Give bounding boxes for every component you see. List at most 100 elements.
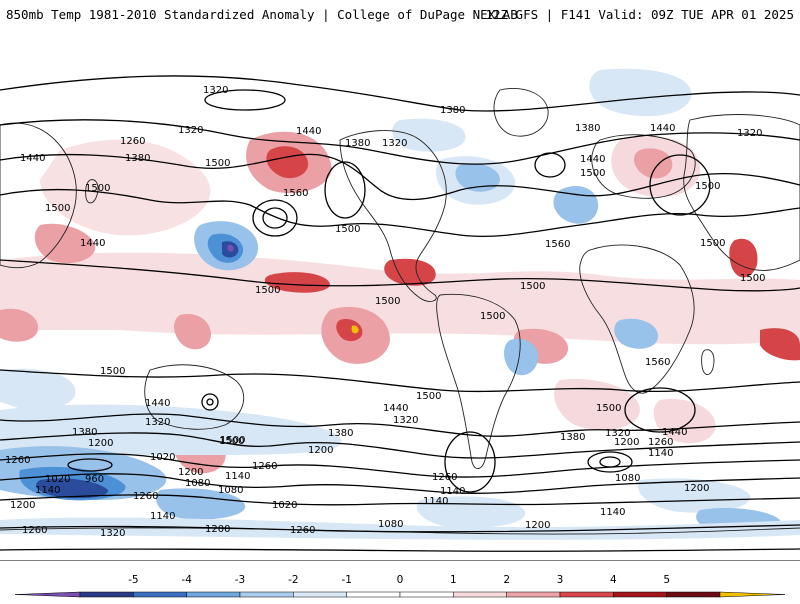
contour-label: 1500	[85, 183, 110, 194]
colorbar-tick-label: 4	[610, 574, 617, 586]
contour-label: 1500	[480, 311, 505, 322]
contour-label: 1080	[615, 473, 640, 484]
colorbar-tick-label: 1	[450, 574, 457, 586]
warm-anomaly-region	[264, 272, 330, 293]
contour-label: 1080	[185, 478, 210, 489]
contour-label: 1320	[203, 85, 228, 96]
contour-line	[0, 432, 800, 459]
colorbar-swatch	[186, 591, 241, 598]
colorbar-tick-label: 3	[557, 574, 564, 586]
colorbar-swatch	[79, 591, 134, 598]
contour-line	[0, 494, 800, 506]
contour-label: 1500	[416, 391, 441, 402]
warm-anomaly-region	[554, 379, 640, 430]
contour-label: 1440	[580, 154, 605, 165]
coastline-antarctica	[0, 527, 800, 535]
contour-label: 1020	[45, 474, 70, 485]
contour-label: 1380	[72, 427, 97, 438]
cold-anomaly-region	[0, 368, 76, 411]
contour-label: 1200	[88, 438, 113, 449]
warm-anomaly-region	[0, 308, 39, 342]
contour-label: 1380	[345, 138, 370, 149]
cold-anomaly-region	[638, 478, 751, 513]
contour-label: 1260	[5, 455, 30, 466]
coastline-north-america	[339, 130, 447, 302]
contour-label: 1200	[614, 437, 639, 448]
closed-high-contour	[624, 387, 696, 433]
contour-label: 1260	[22, 525, 47, 536]
colorbar-swatch	[666, 591, 721, 598]
warm-anomaly-region	[174, 314, 211, 350]
run-valid-time: 12Z GFS | F141 Valid: 09Z TUE APR 01 202…	[485, 7, 794, 22]
cold-anomaly-region	[36, 478, 109, 499]
contour-label: 1320	[100, 528, 125, 539]
cold-anomaly-region	[589, 68, 692, 117]
colorbar-tick-label: 2	[503, 574, 510, 586]
extreme-cold-spot	[227, 244, 234, 252]
colorbar-tick-label: -4	[181, 574, 192, 586]
contour-label: 1140	[35, 485, 60, 496]
contour-label: 1440	[662, 427, 687, 438]
contour-line	[0, 413, 800, 437]
coastline-africa	[579, 244, 695, 394]
colorbar-max-arrow	[719, 591, 786, 598]
colorbar-min-arrow	[14, 591, 81, 598]
closed-high-contour	[204, 89, 286, 111]
anomaly-shading	[0, 68, 800, 540]
contour-line	[0, 188, 800, 237]
contour-label: 1200	[10, 500, 35, 511]
coastline-south-america	[436, 293, 521, 469]
warm-anomaly-region	[760, 328, 800, 361]
anomaly-map: 1320 1320 1260 1380 1440 1380 1320 1380 …	[0, 30, 800, 561]
contour-line	[0, 548, 800, 552]
contour-label: 1320	[605, 428, 630, 439]
colorbar-swatch	[293, 591, 347, 598]
contour-label: 1380	[560, 432, 585, 443]
contour-label: 1260	[290, 525, 315, 536]
contour-label: 1380	[328, 428, 353, 439]
contour-label: 1080	[378, 519, 403, 530]
closed-low-contour	[324, 161, 366, 219]
contour-label: 1500	[596, 403, 621, 414]
contour-label: 1500	[100, 366, 125, 377]
header: 850mb Temp 1981-2010 Standardized Anomal…	[0, 0, 800, 30]
map-title: 850mb Temp 1981-2010 Standardized Anomal…	[6, 7, 518, 22]
contour-label: 1260	[120, 136, 145, 147]
contour-label: 1020	[150, 452, 175, 463]
colorbar-swatch	[133, 591, 187, 598]
colorbar-swatch	[613, 591, 667, 598]
coastline-madagascar	[701, 349, 715, 375]
contour-label: 1320	[382, 138, 407, 149]
contour-line	[0, 453, 800, 478]
coastline-europe	[591, 134, 696, 199]
contour-label: 1440	[80, 238, 105, 249]
cold-anomaly-region	[614, 318, 659, 349]
closed-low-contour	[252, 199, 298, 237]
contour-label: 1440	[296, 126, 321, 137]
closed-high-contour	[201, 393, 219, 411]
cold-anomaly-region	[504, 338, 539, 376]
extreme-warm-spot	[351, 325, 359, 334]
colorbar-tick-label: 0	[397, 574, 404, 586]
contour-label: 1200	[684, 483, 709, 494]
colorbar-swatch	[506, 591, 561, 598]
colorbar-swatch	[239, 591, 294, 598]
contour-line	[0, 369, 800, 393]
contour-label: 1260	[252, 461, 277, 472]
contour-label: 1380	[575, 123, 600, 134]
colorbar-swatches	[14, 591, 786, 598]
warm-anomaly-region	[384, 258, 436, 286]
warm-anomaly-region	[266, 146, 309, 179]
contour-label: 1260	[432, 472, 457, 483]
contour-label: 1500	[219, 436, 244, 447]
closed-low-contour	[587, 451, 633, 473]
colorbar-swatch	[346, 591, 401, 598]
contour-label: 1500	[580, 168, 605, 179]
colorbar-tick-label: -1	[341, 574, 351, 586]
contour-label: 1140	[150, 511, 175, 522]
contour-label: 1560	[283, 188, 308, 199]
contour-line	[0, 153, 800, 201]
contour-label: 1500	[740, 273, 765, 284]
coastline-japan	[85, 179, 99, 204]
closed-low-contour	[599, 456, 621, 468]
